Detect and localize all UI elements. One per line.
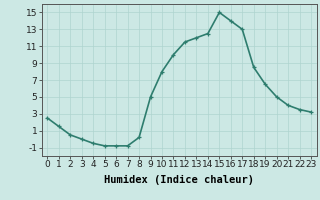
X-axis label: Humidex (Indice chaleur): Humidex (Indice chaleur) xyxy=(104,175,254,185)
